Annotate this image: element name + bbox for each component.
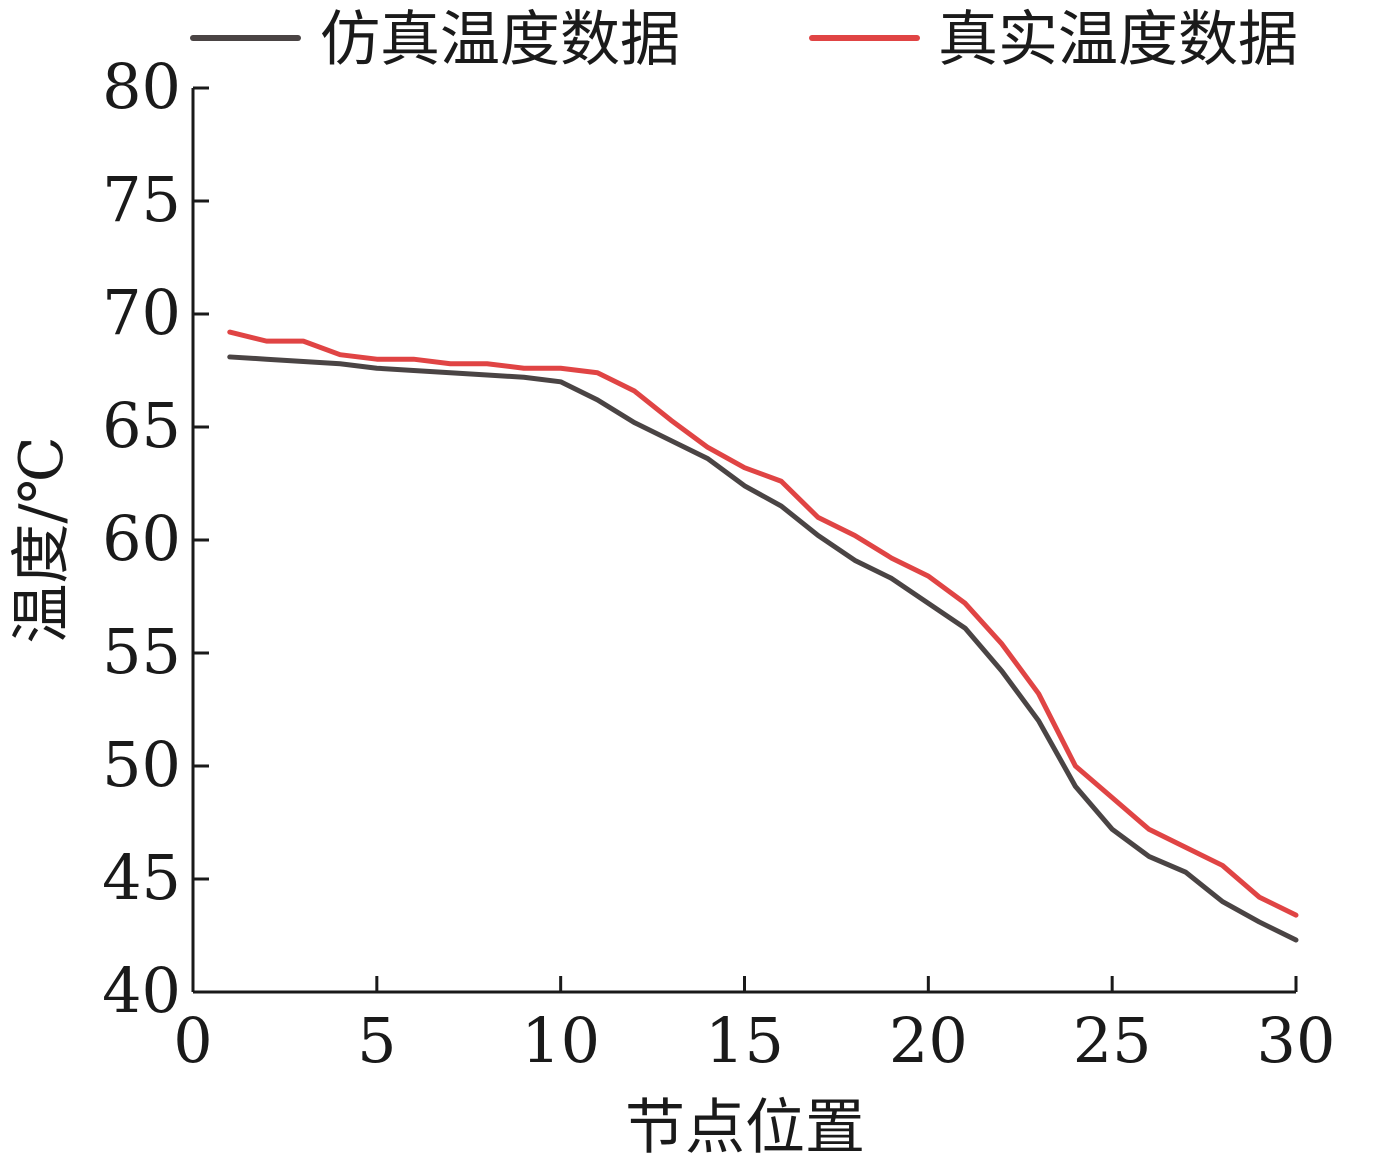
axes: 40 45 50 55 60 65 70 75 80 0 5 10 15 20 25 30 [102, 50, 1335, 1077]
x-tick-label: 10 [521, 1004, 600, 1077]
legend-label-1: 仿真温度数据 [320, 5, 680, 75]
y-tick-label: 55 [102, 615, 181, 688]
plot-lines [227, 329, 1299, 943]
x-tick-label: 0 [173, 1004, 212, 1077]
y-axis-title: 温度/℃ [7, 436, 77, 643]
legend-label-2: 真实温度数据 [938, 5, 1298, 75]
series-line-2 [227, 329, 1299, 918]
legend: 仿真温度数据 真实温度数据 [190, 5, 1298, 75]
y-tick-label: 50 [102, 728, 181, 801]
x-tick-label: 15 [705, 1004, 784, 1077]
y-tick-label: 60 [102, 502, 181, 575]
x-tick-label: 30 [1257, 1004, 1336, 1077]
y-tick-label: 45 [102, 841, 181, 914]
y-tick-label: 40 [102, 954, 181, 1027]
x-tick-label: 20 [889, 1004, 968, 1077]
y-tick-label: 70 [102, 276, 181, 349]
y-tick-label: 65 [102, 389, 181, 462]
series-line-1 [227, 354, 1299, 943]
x-tick-label: 25 [1073, 1004, 1152, 1077]
x-tick-label: 5 [357, 1004, 396, 1077]
y-tick-label: 80 [102, 50, 181, 123]
y-tick-label: 75 [102, 163, 181, 236]
x-axis-title: 节点位置 [625, 1093, 865, 1158]
